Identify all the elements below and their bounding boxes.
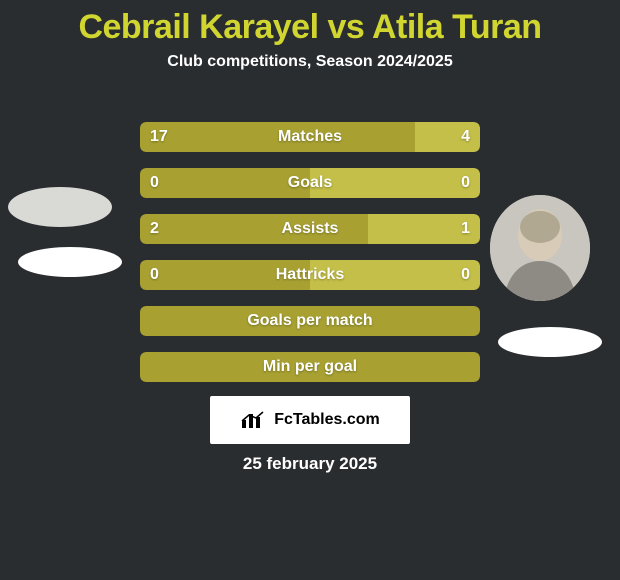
fctables-logo-text: FcTables.com <box>274 411 380 429</box>
page-subtitle: Club competitions, Season 2024/2025 <box>0 53 620 71</box>
stat-label: Goals <box>140 168 480 198</box>
stat-label: Assists <box>140 214 480 244</box>
stat-label: Min per goal <box>140 352 480 382</box>
stat-row: 174Matches <box>140 122 480 152</box>
stat-label: Goals per match <box>140 306 480 336</box>
player-right-club-badge <box>498 327 602 357</box>
page-title: Cebrail Karayel vs Atila Turan <box>0 8 620 47</box>
stat-row: 00Goals <box>140 168 480 198</box>
fctables-logo: FcTables.com <box>210 396 410 444</box>
player-left-club-badge <box>18 247 122 277</box>
stat-label: Hattricks <box>140 260 480 290</box>
stats-bars: 174Matches 00Goals 21Assists 00Hattricks Goa… <box>140 122 480 398</box>
chart-icon <box>240 410 268 430</box>
stat-row: Goals per match <box>140 306 480 336</box>
stat-row: Min per goal <box>140 352 480 382</box>
stat-row: 21Assists <box>140 214 480 244</box>
player-photo-icon <box>490 195 590 301</box>
page-root: Cebrail Karayel vs Atila Turan Club comp… <box>0 0 620 580</box>
stat-label: Matches <box>140 122 480 152</box>
stat-row: 00Hattricks <box>140 260 480 290</box>
player-right-avatar <box>490 195 590 301</box>
player-left-avatar <box>8 187 112 227</box>
date-label: 25 february 2025 <box>0 454 620 474</box>
